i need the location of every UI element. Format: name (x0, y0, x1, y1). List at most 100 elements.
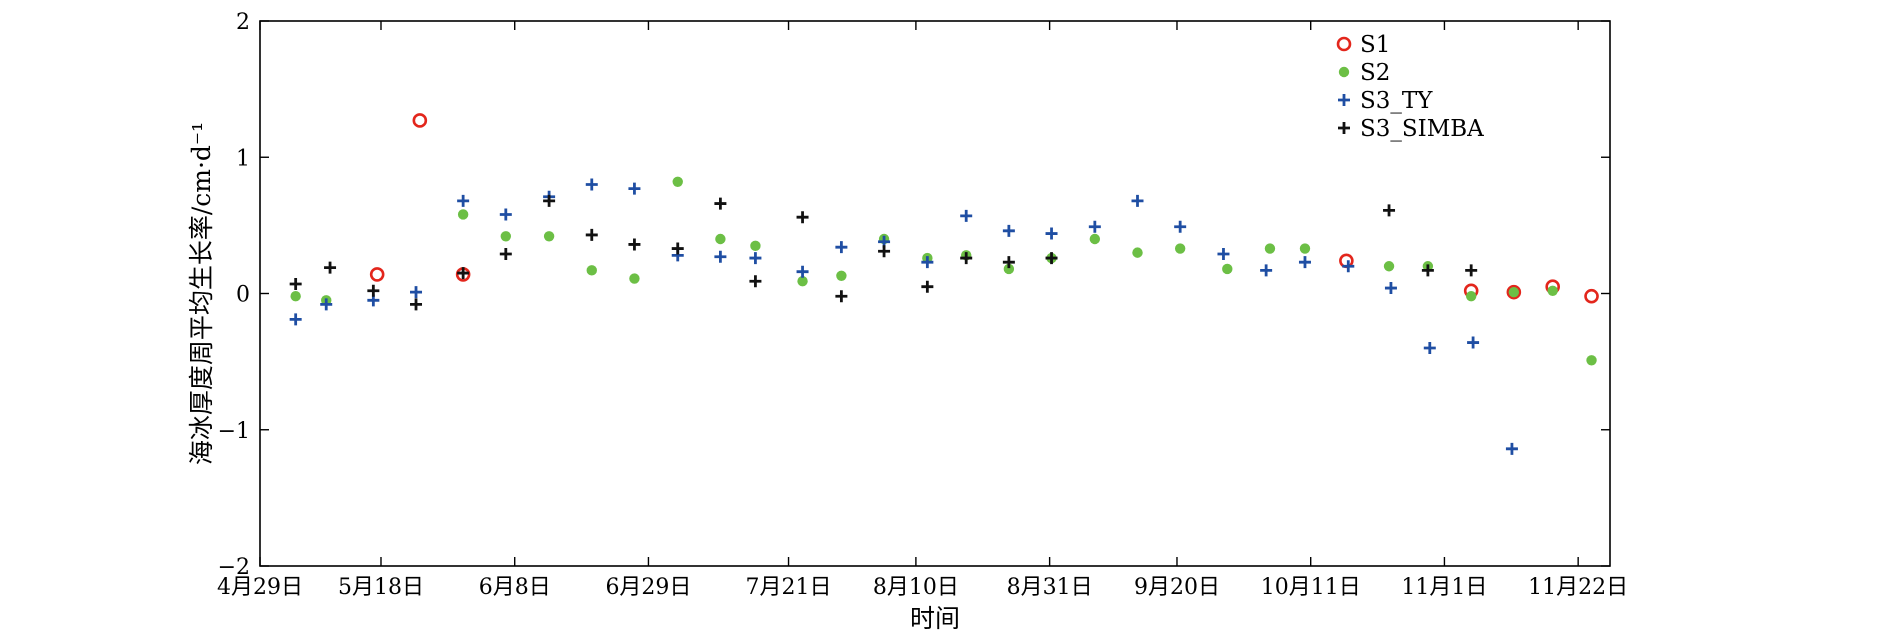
y-axis-title: 海冰厚度周平均生长率/cm·d⁻¹ (187, 122, 216, 465)
point-s2 (1003, 263, 1015, 275)
data-points (289, 113, 1599, 455)
x-axis-title: 时间 (910, 604, 960, 633)
point-s2 (1174, 243, 1186, 254)
point-s2 (1132, 247, 1143, 258)
point-s2 (457, 209, 469, 220)
point-s2 (290, 291, 301, 302)
x-tick-label: 7月21日 (746, 575, 832, 600)
legend-marker-s3-ty (1338, 94, 1350, 106)
point-s2 (1547, 285, 1558, 296)
point-s3-ty (835, 241, 848, 254)
point-s2 (1586, 355, 1597, 366)
point-s1 (369, 267, 385, 282)
y-axis: −2 −1 0 1 2 (218, 10, 1610, 580)
point-s3-ty (1217, 247, 1230, 260)
y-tick-label: 0 (236, 283, 250, 308)
x-tick-label: 5月18日 (338, 575, 424, 600)
point-s3-ty (410, 286, 423, 299)
x-tick-label: 9月20日 (1134, 575, 1220, 600)
x-tick-label: 6月29日 (605, 575, 691, 600)
x-tick-label: 8月31日 (1007, 575, 1093, 600)
point-s3-ty (749, 252, 762, 265)
point-s3-ty (289, 313, 302, 326)
point-s3-ty (714, 250, 727, 263)
point-s3-simba (1421, 264, 1434, 277)
point-s2 (797, 276, 808, 287)
point-s1 (1584, 288, 1599, 304)
point-s3-ty (457, 194, 470, 207)
point-s3-ty (499, 208, 512, 221)
legend-label-s2: S2 (1360, 60, 1390, 86)
point-s1 (412, 113, 428, 128)
x-tick-label: 11月22日 (1528, 575, 1628, 600)
legend-label-s1: S1 (1360, 32, 1390, 58)
point-s3-simba (835, 290, 848, 303)
point-s2 (750, 240, 761, 252)
point-s3-ty (1045, 227, 1058, 240)
point-s2 (1222, 263, 1233, 275)
point-s3-simba (324, 261, 337, 274)
legend-marker-s2 (1338, 66, 1350, 78)
y-tick-label: 2 (236, 10, 250, 35)
point-s3-ty (628, 182, 641, 195)
point-s3-ty (1088, 220, 1101, 233)
point-s3-ty (1174, 220, 1187, 233)
point-s2 (715, 233, 726, 245)
point-s3-simba (960, 252, 973, 265)
point-s2 (543, 231, 555, 242)
point-s3-ty (1342, 260, 1355, 273)
point-s2 (1264, 243, 1276, 254)
point-s3-simba (796, 211, 809, 224)
point-s2 (836, 270, 847, 281)
point-s2 (672, 176, 683, 187)
point-s3-simba (410, 298, 423, 311)
point-s3-ty (1505, 442, 1518, 455)
point-s3-ty (796, 265, 809, 278)
y-tick-label: −2 (218, 555, 250, 580)
x-tick-label: 8月10日 (873, 575, 959, 600)
point-s2 (1508, 286, 1520, 298)
x-tick-label: 10月11日 (1261, 575, 1361, 600)
point-s3-ty (1298, 256, 1311, 269)
x-tick-label: 4月29日 (217, 575, 303, 600)
point-s3-ty (1002, 224, 1015, 237)
point-s3-simba (1045, 252, 1058, 265)
point-s3-simba (457, 267, 470, 280)
point-s3-simba (749, 275, 762, 288)
point-s3-ty (1260, 264, 1273, 277)
point-s3-ty (585, 178, 598, 191)
point-s3-simba (1383, 204, 1396, 217)
point-s3-ty (1384, 282, 1397, 295)
point-s3-ty (1423, 342, 1436, 354)
point-s2 (1299, 243, 1311, 254)
point-s3-simba (499, 247, 512, 260)
point-s3-ty (1467, 336, 1480, 349)
point-s3-ty (921, 256, 934, 269)
point-s3-simba (714, 197, 727, 210)
y-tick-label: −1 (218, 419, 250, 444)
point-s3-simba (367, 284, 380, 297)
legend-label-s3-ty: S3_TY (1360, 88, 1433, 114)
point-s2 (1465, 291, 1477, 302)
point-s3-simba (921, 280, 934, 293)
point-s3-simba (543, 194, 556, 207)
point-s3-simba (628, 238, 641, 251)
legend-label-s3-simba: S3_SIMBA (1360, 116, 1484, 142)
x-axis: 4月29日 5月18日 6月8日 6月29日 7月21日 8月10日 8月31日 9月20日 1… (217, 21, 1628, 600)
point-s2 (1383, 261, 1395, 272)
point-s3-ty (320, 298, 333, 311)
point-s3-simba (1002, 256, 1015, 269)
legend-marker-s3-simba (1338, 122, 1350, 134)
point-s1 (1506, 284, 1522, 300)
y-tick-label: 1 (236, 146, 250, 171)
point-s2 (629, 273, 640, 284)
point-s3-simba (585, 228, 598, 241)
point-s3-simba (671, 242, 684, 255)
x-tick-label: 11月1日 (1401, 575, 1487, 600)
point-s3-simba (289, 277, 302, 290)
legend-marker-s1 (1336, 36, 1352, 52)
point-s3-ty (1131, 194, 1144, 207)
point-s3-simba (1465, 264, 1478, 277)
